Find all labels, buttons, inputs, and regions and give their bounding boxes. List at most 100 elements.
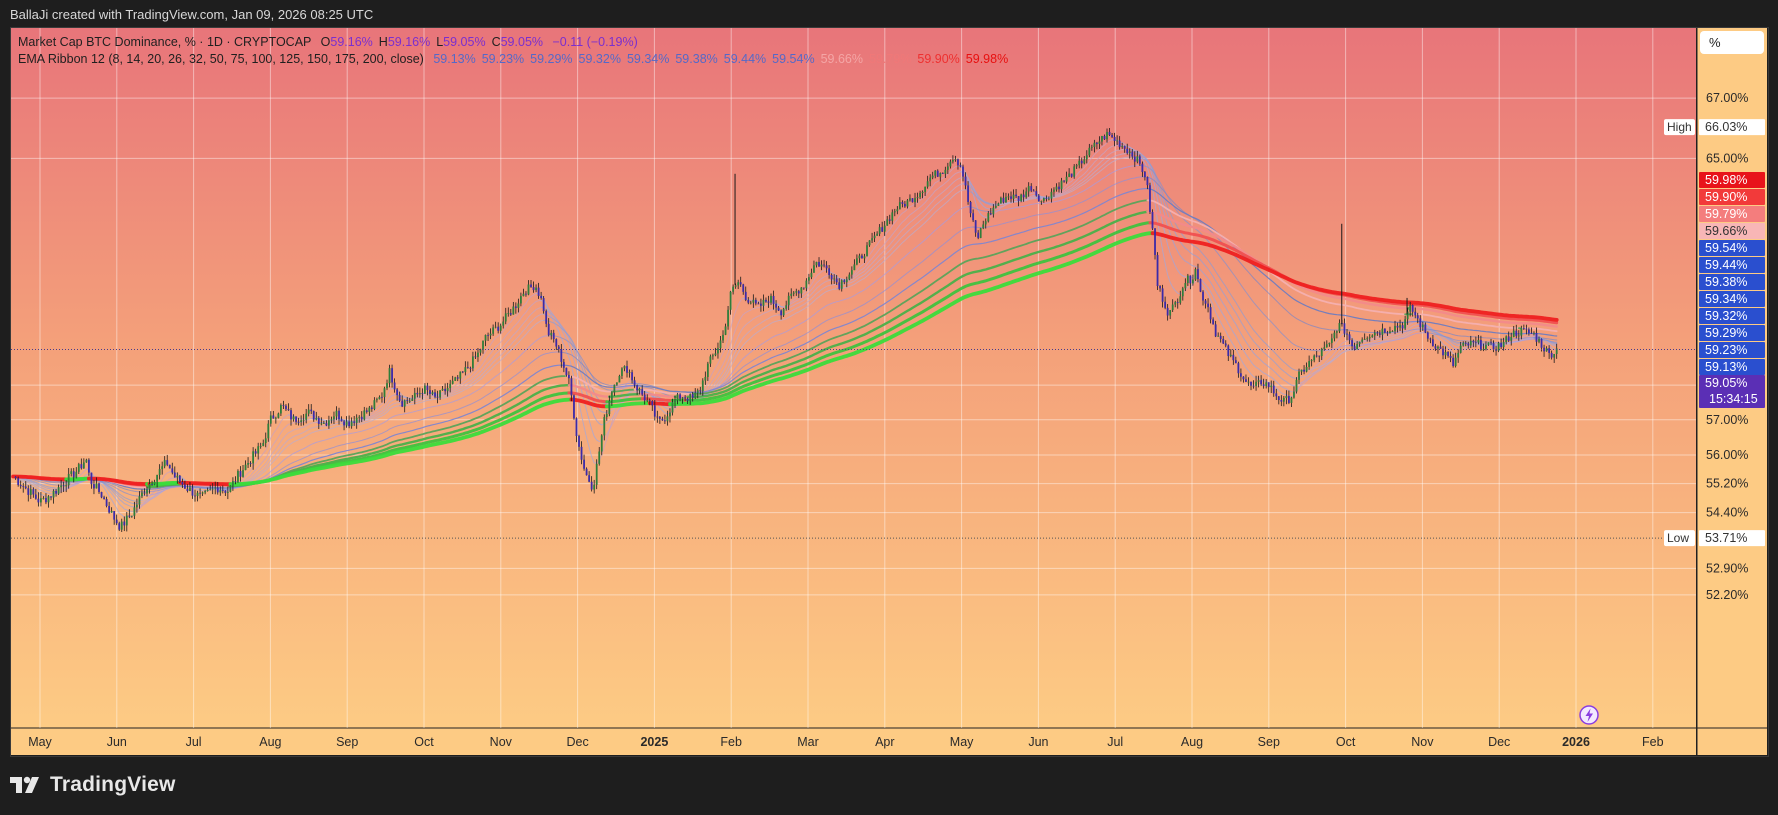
candle-body (994, 205, 997, 208)
candle-body (610, 392, 613, 401)
candle-body (103, 497, 105, 499)
candle-body (712, 355, 714, 357)
candle-body (1085, 155, 1088, 160)
candle-body (363, 410, 366, 420)
candle-body (130, 515, 133, 517)
candle-body (714, 353, 717, 356)
symbol-legend-row[interactable]: Market Cap BTC Dominance, % · 1D · CRYPT… (18, 34, 1008, 51)
candle-body (163, 460, 166, 467)
x-tick-label: 2025 (640, 735, 668, 749)
ema-32-line (348, 405, 401, 427)
ema-50-line (227, 335, 552, 490)
ema-75-line (1422, 328, 1505, 340)
candle-body (305, 413, 308, 420)
candle-body (1437, 346, 1439, 349)
x-tick-label: Sep (1258, 735, 1280, 749)
candle-body (633, 380, 636, 386)
candle-body (595, 463, 598, 485)
candle-body (813, 265, 815, 273)
candle-body (1116, 140, 1119, 142)
candle-body (949, 161, 952, 167)
candle-body (143, 492, 146, 494)
candle-body (272, 415, 275, 419)
candle-body (418, 393, 421, 395)
candle-body (1356, 344, 1359, 350)
ema-75-line (227, 351, 560, 489)
ema-75-line (1141, 176, 1338, 331)
ribbon-value-7: 59.44% (723, 52, 767, 66)
candle-body (1245, 379, 1247, 382)
candle-body (360, 416, 363, 420)
candle-body (598, 451, 601, 464)
candle-body (161, 466, 164, 470)
candle-body (1126, 148, 1129, 154)
candle-body (696, 390, 699, 393)
lightning-icon[interactable] (1579, 705, 1599, 725)
candle-body (1439, 346, 1442, 349)
candle-body (904, 203, 906, 207)
ema-32-line (838, 189, 966, 290)
candle-body (527, 284, 530, 295)
candle-body (353, 421, 356, 423)
candle-body (1242, 376, 1245, 380)
candle-body (676, 394, 679, 401)
candle-body (757, 303, 760, 305)
candle-body (378, 396, 381, 400)
candle-body (1199, 279, 1202, 292)
candle-body (47, 496, 50, 503)
candle-body (989, 213, 992, 215)
candle-body (1212, 319, 1215, 325)
candle-body (1545, 348, 1548, 352)
candle-body (252, 451, 255, 464)
candle-body (178, 475, 181, 483)
ema-175-line (605, 397, 644, 404)
candle-body (754, 299, 757, 304)
candle-body (1121, 146, 1124, 148)
candle-body (1257, 380, 1260, 382)
last-price-value: 59.05% (1705, 376, 1747, 390)
candle-body (628, 372, 631, 374)
candle-body (853, 264, 856, 271)
candle-body (325, 423, 328, 426)
candle-body (434, 392, 436, 397)
candle-body (45, 497, 47, 503)
ribbon-legend-row[interactable]: EMA Ribbon 12 (8, 14, 20, 26, 32, 50, 75… (18, 51, 1008, 68)
candle-body (1113, 136, 1116, 141)
candle-body (171, 468, 174, 473)
candle-body (1073, 166, 1076, 177)
ema-tag-1: 59.98% (1705, 173, 1747, 187)
x-tick-label: Jul (1107, 735, 1123, 749)
x-axis: May Jun Jul Aug Sep Oct Nov Dec 2025 Feb Mar Apr May… (28, 735, 1663, 749)
candle-body (166, 460, 169, 465)
candle-body (969, 201, 972, 214)
candle-body (972, 213, 975, 221)
y-tick-label: 56.00% (1706, 448, 1748, 462)
candle-body (537, 287, 540, 296)
candle-body (686, 398, 689, 401)
percent-scale-toggle[interactable]: % (1700, 31, 1764, 54)
ribbon-value-8: 59.54% (772, 52, 815, 66)
y-tick-label: 57.00% (1706, 413, 1748, 427)
candle-body (502, 321, 505, 326)
candle-body (184, 484, 186, 489)
ema-14-line (437, 299, 542, 396)
candle-body (1186, 275, 1189, 283)
candle-body (1007, 196, 1010, 198)
ema-tag-11-bg (1699, 342, 1765, 358)
candle-body (562, 361, 565, 368)
ema-tag-7: 59.38% (1705, 275, 1747, 289)
candle-body (489, 333, 492, 336)
ema-tag-2: 59.90% (1705, 190, 1747, 204)
ema-100-line (634, 385, 696, 393)
candle-body (67, 473, 70, 486)
candle-body (681, 397, 684, 399)
candle-body (843, 280, 846, 283)
candle-body (477, 352, 479, 358)
ema-8-line (303, 414, 312, 420)
candle-body (800, 287, 803, 294)
candle-body (1010, 196, 1012, 199)
candle-body (706, 363, 709, 377)
candle-body (355, 417, 358, 423)
ema-100-line (227, 364, 562, 488)
